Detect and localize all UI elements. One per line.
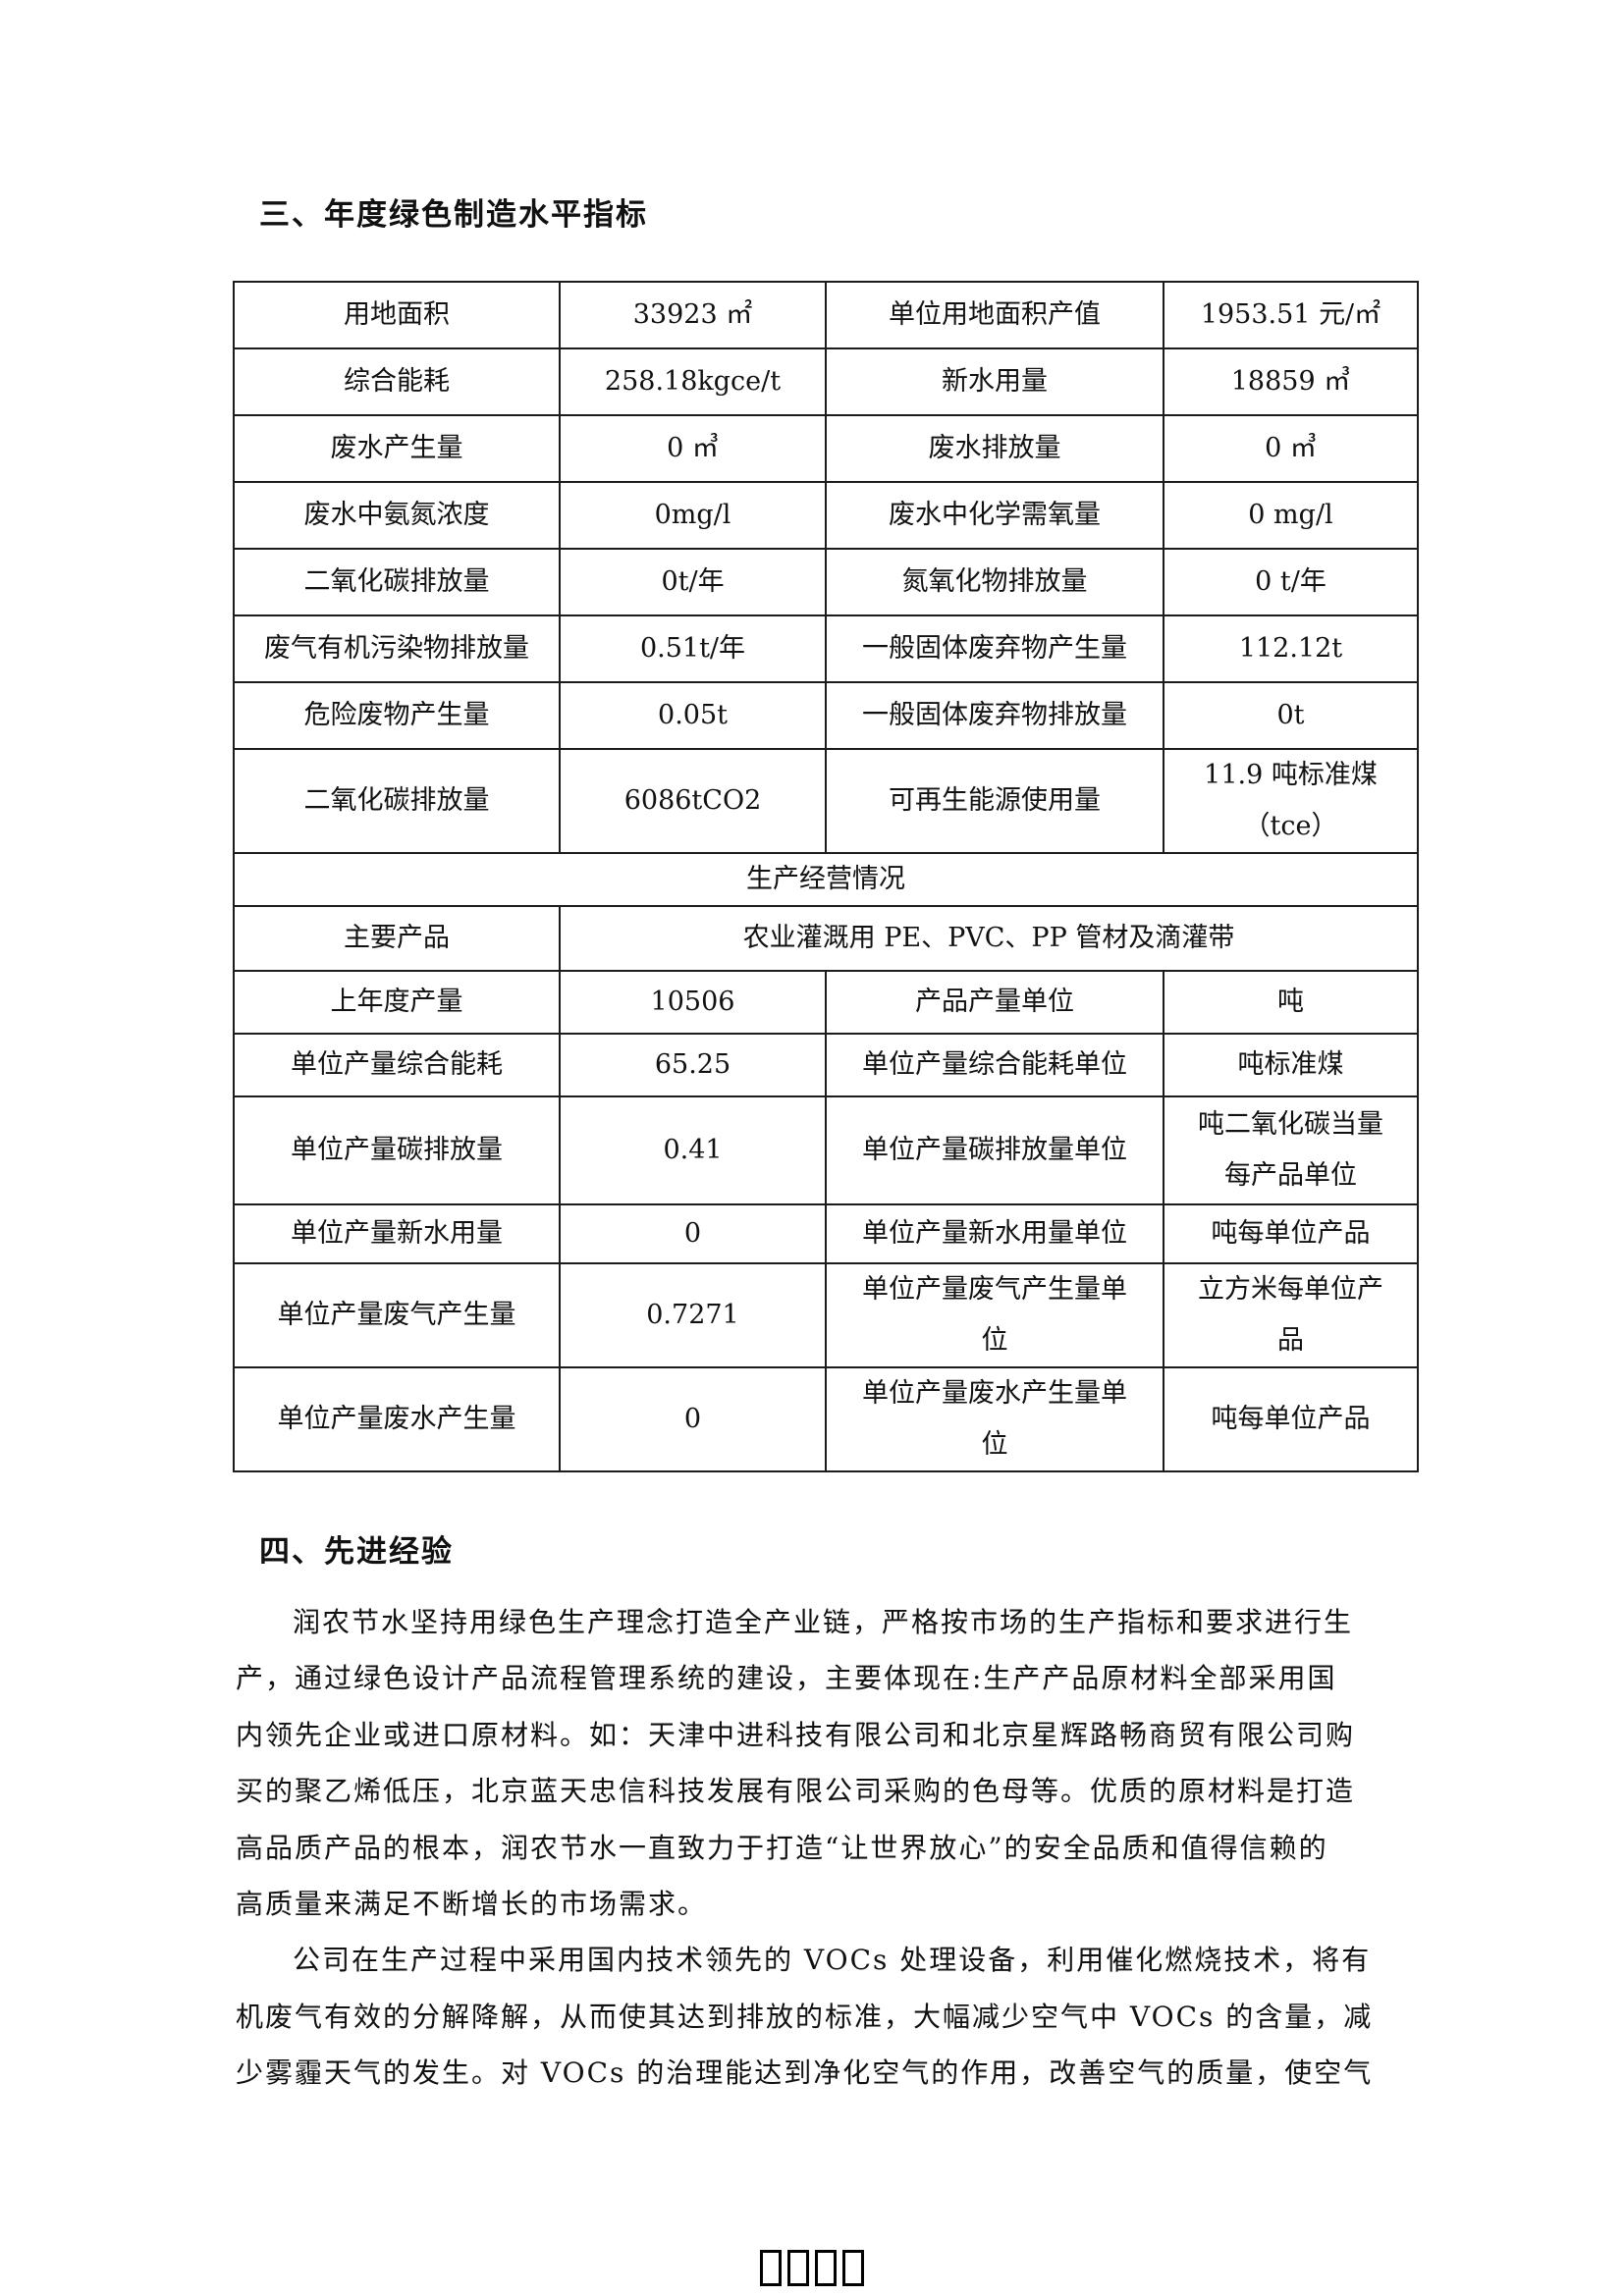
- table-row: 单位产量碳排放量 0.41 单位产量碳排放量单位 吨二氧化碳当量 每产品单位: [233, 1095, 1419, 1205]
- missing-glyph-box: [815, 2250, 837, 2286]
- table-label-cell: 废水产生量: [233, 414, 561, 483]
- table-row: 危险废物产生量 0.05t 一般固体废弃物排放量 0t: [233, 681, 1419, 750]
- table-row: 单位产量新水用量 0 单位产量新水用量单位 吨每单位产品: [233, 1203, 1419, 1264]
- table-label-cell: 单位产量废水产生量: [233, 1366, 561, 1472]
- table-value-cell: 0.41: [559, 1095, 827, 1205]
- table-value-cell: 0t: [1163, 681, 1419, 750]
- paragraph-line: 润农节水坚持用绿色生产理念打造全产业链，严格按市场的生产指标和要求进行生: [293, 1606, 1354, 1638]
- table-row: 废气有机污染物排放量 0.51t/年 一般固体废弃物产生量 112.12t: [233, 614, 1419, 683]
- table-value-cell: 0 t/年: [1163, 548, 1419, 616]
- table-value-cell: 0 ㎥: [1163, 414, 1419, 483]
- table-label-cell: 废水排放量: [825, 414, 1164, 483]
- table-value-cell: 吨标准煤: [1163, 1033, 1419, 1097]
- table-row: 单位产量综合能耗 65.25 单位产量综合能耗单位 吨标准煤: [233, 1033, 1419, 1097]
- table-label-cell: 废水中化学需氧量: [825, 481, 1164, 550]
- section-heading-advanced-experience: 四、先进经验: [259, 1534, 454, 1570]
- table-value-cell: 吨二氧化碳当量 每产品单位: [1163, 1095, 1419, 1205]
- table-value-cell: 0 mg/l: [1163, 481, 1419, 550]
- paragraph-line: 少雾霾天气的发生。对 VOCs 的治理能达到净化空气的作用，改善空气的质量，使空…: [236, 2056, 1374, 2090]
- table-label-cell: 综合能耗: [233, 347, 561, 416]
- table-value-cell: 0: [559, 1366, 827, 1472]
- missing-glyph-box: [842, 2250, 864, 2286]
- table-row: 二氧化碳排放量 6086tCO2 可再生能源使用量 11.9 吨标准煤 （tce）: [233, 748, 1419, 854]
- table-row: 生产经营情况: [233, 852, 1419, 907]
- table-value-cell: 258.18kgce/t: [559, 347, 827, 416]
- paragraph-line: 买的聚乙烯低压，北京蓝天忠信科技发展有限公司采购的色母等。优质的原材料是打造: [236, 1775, 1356, 1808]
- paragraph: 公司在生产过程中采用国内技术领先的 VOCs 处理设备，利用催化燃烧技术，将有机…: [236, 1932, 1404, 2101]
- table-label-cell: 单位产量综合能耗单位: [825, 1033, 1164, 1097]
- table-value-cell: 33923 ㎡: [559, 281, 827, 349]
- table-value-cell: 1953.51 元/㎡: [1163, 281, 1419, 349]
- table-label-cell: 单位产量废气产生量: [233, 1262, 561, 1368]
- missing-glyph-box: [760, 2250, 782, 2286]
- paragraph-line: 高质量来满足不断增长的市场需求。: [236, 1887, 708, 1920]
- paragraph-line: 内领先企业或进口原材料。如：天津中进科技有限公司和北京星辉路畅商贸有限公司购: [236, 1718, 1356, 1751]
- table-row: 上年度产量 10506 产品产量单位吨: [233, 970, 1419, 1035]
- table-label-cell: 新水用量: [825, 347, 1164, 416]
- table-label-cell: 一般固体废弃物产生量: [825, 614, 1164, 683]
- table-label-cell: 废气有机污染物排放量: [233, 614, 561, 683]
- table-value-cell: 0t/年: [559, 548, 827, 616]
- table-value-cell: 18859 ㎥: [1163, 347, 1419, 416]
- table-value-cell: 立方米每单位产 品: [1163, 1262, 1419, 1368]
- table-row: 废水中氨氮浓度 0mg/l 废水中化学需氧量 0 mg/l: [233, 481, 1419, 550]
- table-label-cell: 单位产量废气产生量单 位: [825, 1262, 1164, 1368]
- table-label-cell: 一般固体废弃物排放量: [825, 681, 1164, 750]
- table-label-cell: 上年度产量: [233, 970, 561, 1035]
- table-value-cell: 吨: [1163, 970, 1419, 1035]
- table-value-cell: 农业灌溉用 PE、PVC、PP 管材及滴灌带: [559, 905, 1419, 972]
- table-label-cell: 用地面积: [233, 281, 561, 349]
- table-row: 综合能耗 258.18kgce/t 新水用量 18859 ㎥: [233, 347, 1419, 416]
- table-value-cell: 0: [559, 1203, 827, 1264]
- table-label-cell: 单位产量废水产生量单 位: [825, 1366, 1164, 1472]
- table-label-cell: 二氧化碳排放量: [233, 748, 561, 854]
- table-label-cell: 单位产量新水用量单位: [825, 1203, 1164, 1264]
- table-value-cell: 吨每单位产品: [1163, 1366, 1419, 1472]
- table-row: 主要产品 农业灌溉用 PE、PVC、PP 管材及滴灌带: [233, 905, 1419, 972]
- table-value-cell: 0.05t: [559, 681, 827, 750]
- table-label-cell: 单位产量碳排放量单位: [825, 1095, 1164, 1205]
- missing-glyph-box: [787, 2250, 809, 2286]
- table-value-cell: 10506: [559, 970, 827, 1035]
- table-label-cell: 单位产量碳排放量: [233, 1095, 561, 1205]
- table-section-header-cell: 生产经营情况: [233, 852, 1419, 907]
- table-label-cell: 二氧化碳排放量: [233, 548, 561, 616]
- experience-paragraphs: 润农节水坚持用绿色生产理念打造全产业链，严格按市场的生产指标和要求进行生产，通过…: [236, 1594, 1404, 2102]
- table-value-cell: 0.51t/年: [559, 614, 827, 683]
- table-label-cell: 产品产量单位: [825, 970, 1164, 1035]
- section-heading-green-manufacturing-indicators: 三、年度绿色制造水平指标: [259, 197, 648, 233]
- table-label-cell: 氮氧化物排放量: [825, 548, 1164, 616]
- table-label-cell: 单位产量综合能耗: [233, 1033, 561, 1097]
- table-value-cell: 0.7271: [559, 1262, 827, 1368]
- table-value-cell: 11.9 吨标准煤 （tce）: [1163, 748, 1419, 854]
- paragraph-line: 公司在生产过程中采用国内技术领先的 VOCs 处理设备，利用催化燃烧技术，将有: [293, 1944, 1372, 1977]
- table-label-cell: 主要产品: [233, 905, 561, 972]
- table-label-cell: 可再生能源使用量: [825, 748, 1164, 854]
- page-footer: [0, 2250, 1624, 2286]
- paragraph-line: 产，通过绿色设计产品流程管理系统的建设，主要体现在:生产产品原材料全部采用国: [236, 1662, 1337, 1695]
- paragraph-line: 高品质产品的根本，润农节水一直致力于打造“让世界放心”的安全品质和值得信赖的: [236, 1831, 1328, 1864]
- table-label-cell: 单位用地面积产值: [825, 281, 1164, 349]
- table-value-cell: 吨每单位产品: [1163, 1203, 1419, 1264]
- table-value-cell: 6086tCO2: [559, 748, 827, 854]
- paragraph-line: 机废气有效的分解降解，从而使其达到排放的标准，大幅减少空气中 VOCs 的含量，…: [236, 2000, 1374, 2033]
- table-label-cell: 单位产量新水用量: [233, 1203, 561, 1264]
- table-value-cell: 0mg/l: [559, 481, 827, 550]
- paragraph: 润农节水坚持用绿色生产理念打造全产业链，严格按市场的生产指标和要求进行生产，通过…: [236, 1594, 1404, 1932]
- table-row: 二氧化碳排放量 0t/年 氮氧化物排放量 0 t/年: [233, 548, 1419, 616]
- table-label-cell: 废水中氨氮浓度: [233, 481, 561, 550]
- table-value-cell: 65.25: [559, 1033, 827, 1097]
- table-label-cell: 危险废物产生量: [233, 681, 561, 750]
- table-row: 单位产量废水产生量 0 单位产量废水产生量单 位吨每单位产品: [233, 1366, 1419, 1472]
- table-value-cell: 112.12t: [1163, 614, 1419, 683]
- table-value-cell: 0 ㎥: [559, 414, 827, 483]
- table-row: 单位产量废气产生量 0.7271 单位产量废气产生量单 位立方米每单位产 品: [233, 1262, 1419, 1368]
